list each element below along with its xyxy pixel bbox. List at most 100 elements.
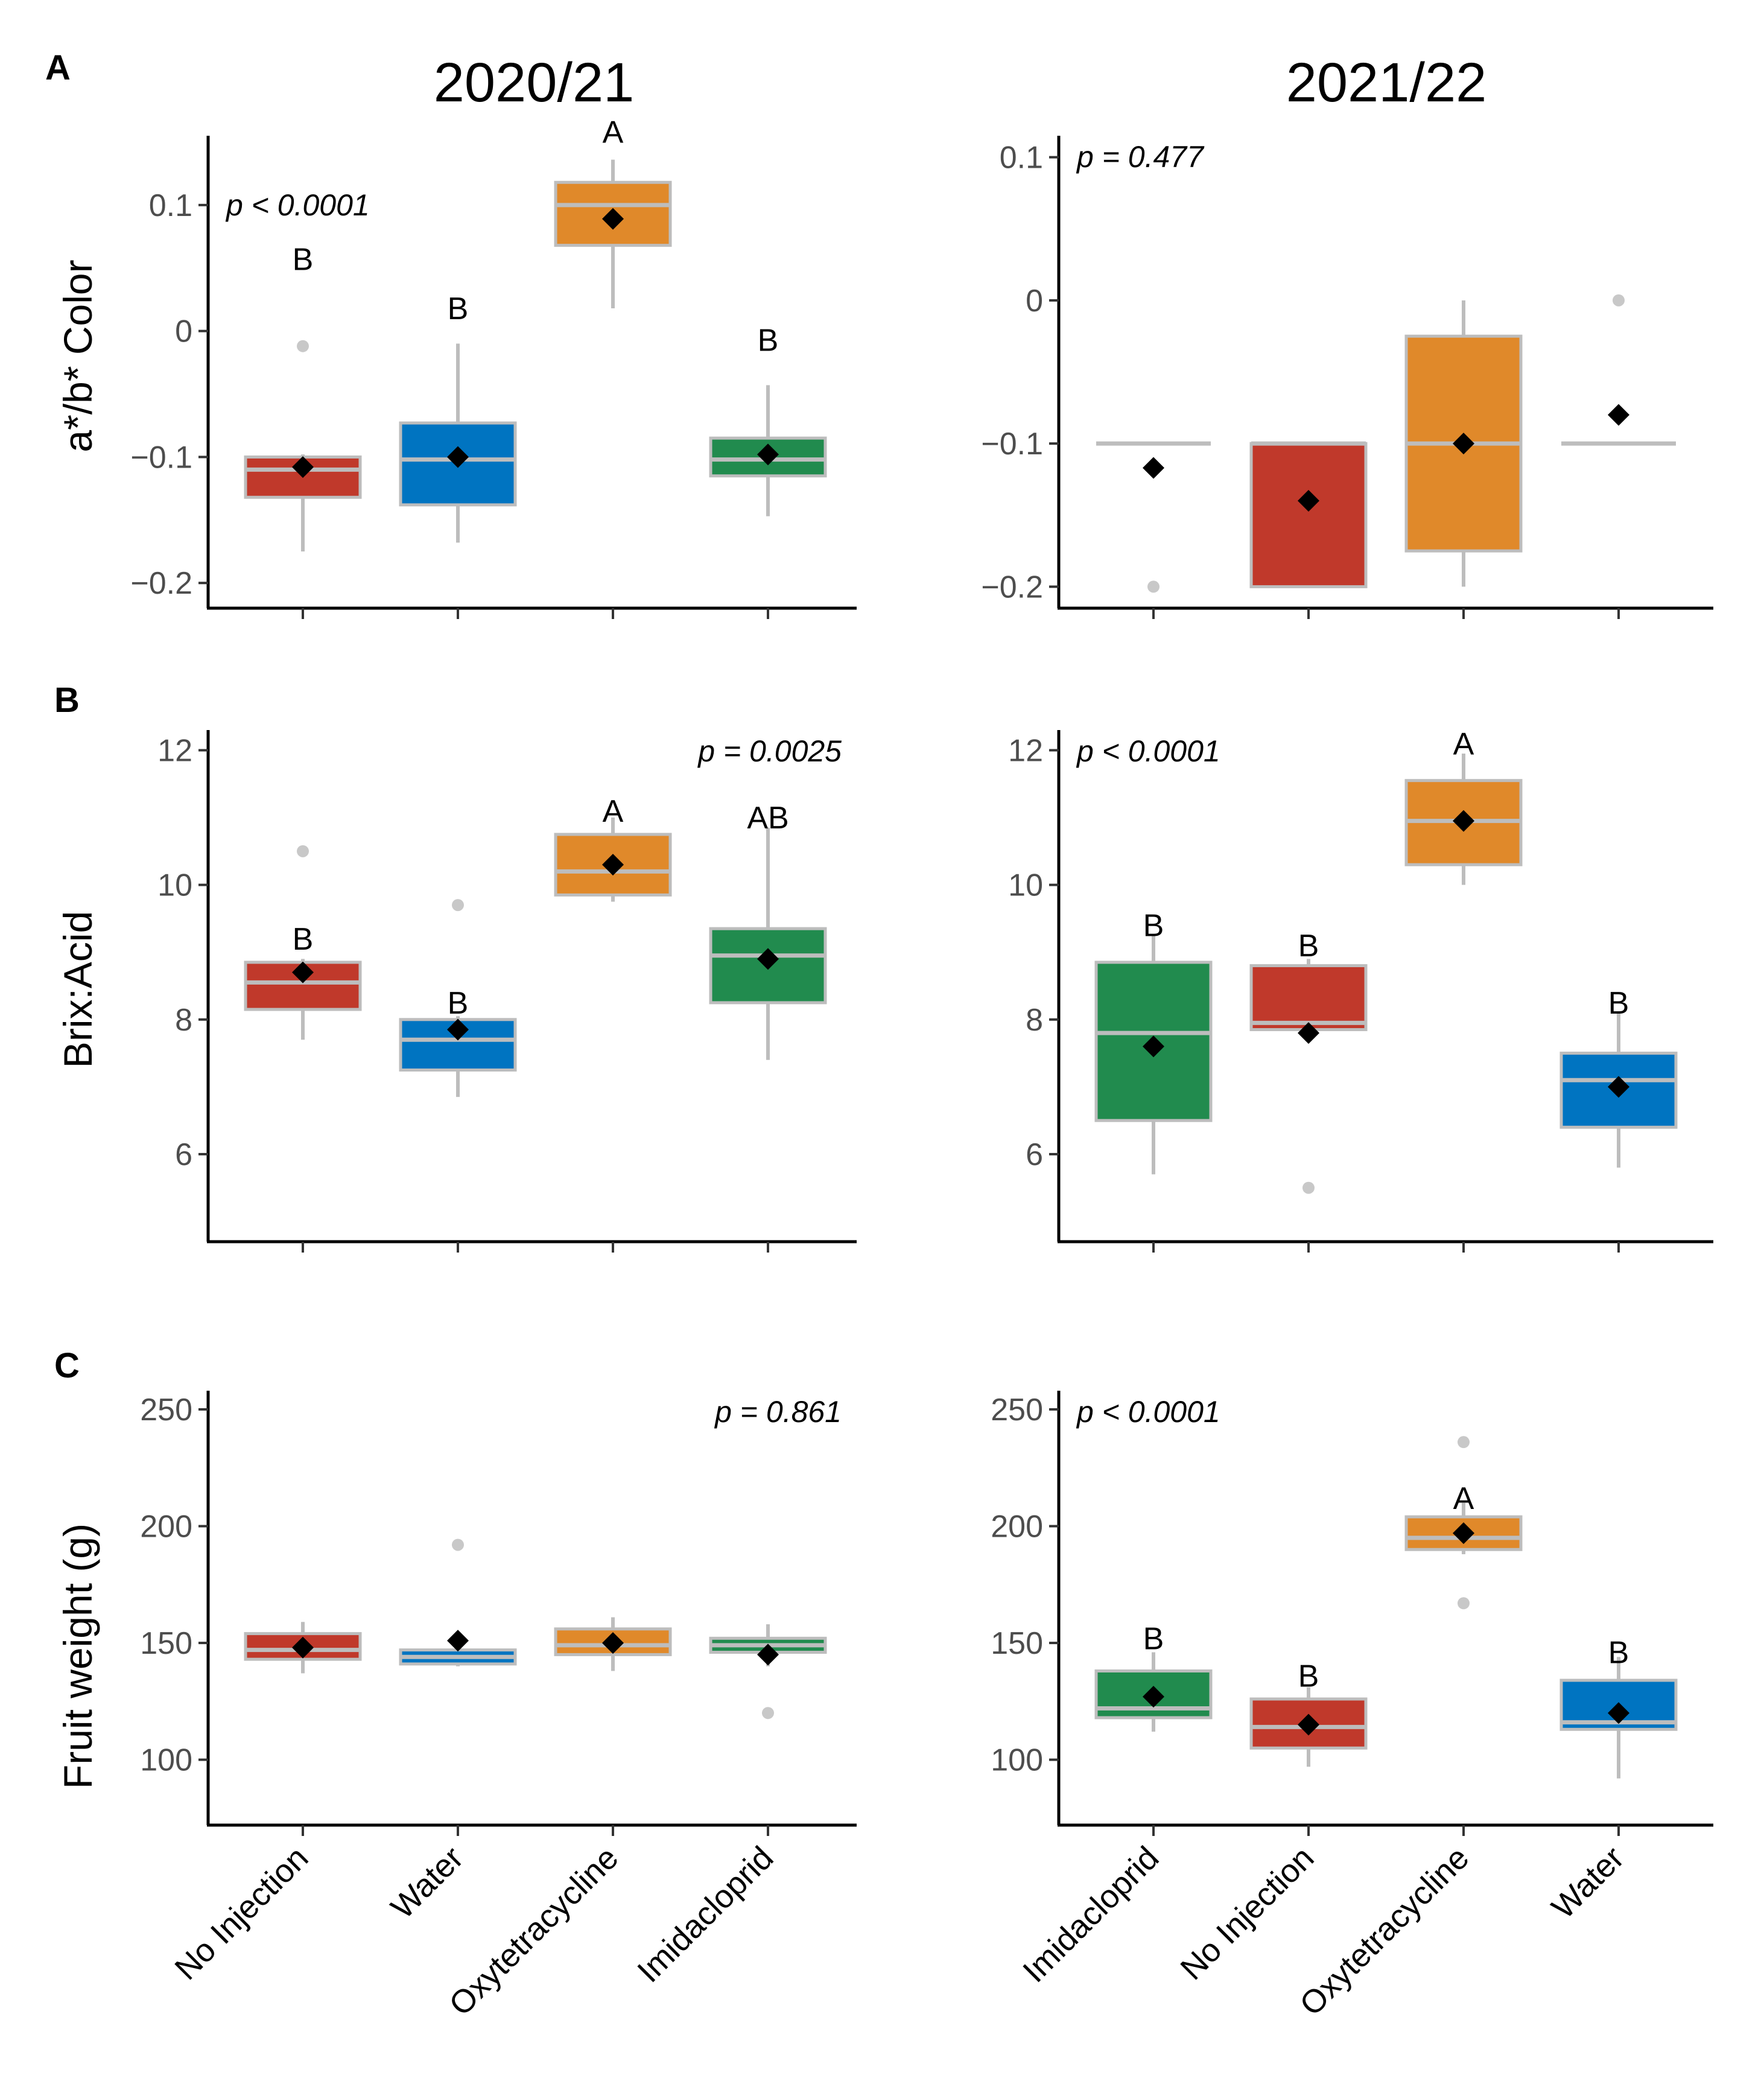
box-imidacloprid	[1096, 441, 1211, 619]
y-tick-label: 12	[157, 733, 192, 768]
panel-r1-c1: 6 8 10 12 p < 0.0001 B B A B	[1008, 726, 1713, 1253]
y-tick-label: 0.1	[149, 188, 192, 223]
mean-marker	[292, 1636, 314, 1659]
p-value-label: p < 0.0001	[1076, 1395, 1220, 1429]
outlier-point	[1147, 580, 1160, 593]
mean-marker	[292, 961, 314, 983]
y-tick-label: 100	[140, 1743, 192, 1778]
outlier-point	[1458, 1597, 1470, 1610]
mean-marker	[1143, 1686, 1164, 1708]
p-value-label: p = 0.477	[1076, 140, 1205, 174]
mean-marker	[757, 443, 779, 466]
significance-letter: B	[758, 323, 779, 358]
outlier-point	[762, 1707, 774, 1720]
significance-letter: A	[1453, 1481, 1474, 1516]
mean-marker	[602, 854, 624, 876]
panel-letter-c: C	[54, 1346, 80, 1385]
p-value-label: p = 0.0025	[697, 734, 842, 768]
y-tick-label: 8	[1026, 1003, 1043, 1038]
y-tick-label: 6	[1026, 1137, 1043, 1172]
y-tick-label: 6	[175, 1137, 192, 1172]
significance-letter: B	[448, 291, 469, 326]
mean-marker	[1143, 1035, 1164, 1058]
y-axis-label-fruit-weight: Fruit weight (g)	[56, 1523, 100, 1789]
mean-marker	[602, 208, 624, 230]
box-imidacloprid: AB	[709, 801, 827, 1253]
outlier-point	[1302, 1181, 1315, 1194]
y-tick-label: 0	[1026, 284, 1043, 319]
mean-marker	[602, 1632, 624, 1654]
panel-r0-c1: −0.2 −0.1 0 0.1 p = 0.477	[981, 136, 1713, 619]
significance-letter: B	[1143, 909, 1164, 944]
y-tick-label: 250	[140, 1393, 192, 1428]
box-oxytetracycline	[1404, 300, 1523, 619]
panel-letter-a: A	[45, 48, 71, 87]
box-oxytetracycline: A	[554, 115, 672, 619]
y-tick-label: −0.1	[130, 440, 192, 475]
significance-letter: B	[293, 243, 314, 278]
box-oxytetracycline: A	[1404, 726, 1523, 1253]
outlier-point	[1613, 294, 1625, 306]
significance-letter: B	[1298, 1659, 1319, 1694]
box-water	[1561, 294, 1676, 619]
y-tick-label: 10	[1008, 868, 1043, 903]
mean-marker	[1298, 1713, 1319, 1736]
mean-marker	[757, 1644, 779, 1666]
mean-marker	[447, 1630, 469, 1652]
p-value-label: p = 0.861	[714, 1395, 842, 1429]
mean-marker	[1608, 1702, 1629, 1724]
mean-marker	[1298, 1022, 1319, 1044]
box-water: B	[1559, 986, 1678, 1253]
y-tick-label: 250	[991, 1393, 1043, 1428]
mean-marker	[1453, 433, 1474, 455]
significance-letter: A	[603, 794, 624, 829]
box-imidacloprid: B	[709, 323, 827, 619]
significance-letter: B	[448, 986, 469, 1021]
significance-letter: AB	[747, 801, 788, 836]
significance-letter: B	[1298, 929, 1319, 964]
mean-marker	[447, 1018, 469, 1041]
box-water: B	[399, 899, 517, 1253]
mean-marker	[447, 446, 469, 468]
significance-letter: B	[1608, 986, 1629, 1021]
y-tick-label: 150	[140, 1626, 192, 1661]
column-title-2021-22: 2021/22	[1286, 52, 1487, 113]
box-no-injection: B	[244, 845, 362, 1253]
y-tick-label: −0.2	[981, 570, 1043, 605]
y-axis-label-color: a*/b* Color	[56, 259, 100, 452]
column-title-2020-21: 2020/21	[434, 52, 635, 113]
outlier-point	[452, 1539, 464, 1551]
mean-marker	[1298, 490, 1319, 512]
p-value-label: p < 0.0001	[1076, 734, 1220, 768]
outlier-point	[452, 899, 464, 912]
y-tick-label: 12	[1008, 733, 1043, 768]
y-tick-label: 0	[175, 314, 192, 349]
significance-letter: B	[1608, 1636, 1629, 1671]
panel-letter-b: B	[54, 681, 80, 720]
box-body	[1249, 442, 1368, 588]
mean-marker	[292, 456, 314, 478]
mean-marker	[757, 948, 779, 970]
box-no-injection: B	[1249, 929, 1368, 1253]
y-tick-label: 200	[140, 1510, 192, 1545]
panel-r0-c0: −0.2 −0.1 0 0.1 p < 0.0001 B B A B	[130, 115, 857, 619]
y-tick-label: −0.2	[130, 566, 192, 601]
outlier-point	[297, 845, 309, 857]
y-tick-label: −0.1	[981, 427, 1043, 462]
significance-letter: B	[1143, 1621, 1164, 1656]
y-tick-label: 200	[991, 1510, 1043, 1545]
mean-marker	[1608, 1076, 1629, 1098]
significance-letter: A	[603, 115, 624, 150]
significance-letter: A	[1453, 726, 1474, 761]
significance-letter: B	[293, 922, 314, 957]
y-tick-label: 100	[991, 1743, 1043, 1778]
mean-marker	[1143, 457, 1164, 479]
panel-r1-c0: 6 8 10 12 p = 0.0025 B B A AB	[157, 730, 857, 1253]
mean-marker	[1608, 404, 1629, 426]
box-no-injection	[1249, 441, 1368, 619]
y-tick-label: 10	[157, 868, 192, 903]
p-value-label: p < 0.0001	[225, 188, 370, 222]
box-water: B	[399, 291, 517, 619]
box-imidacloprid: B	[1094, 909, 1213, 1253]
